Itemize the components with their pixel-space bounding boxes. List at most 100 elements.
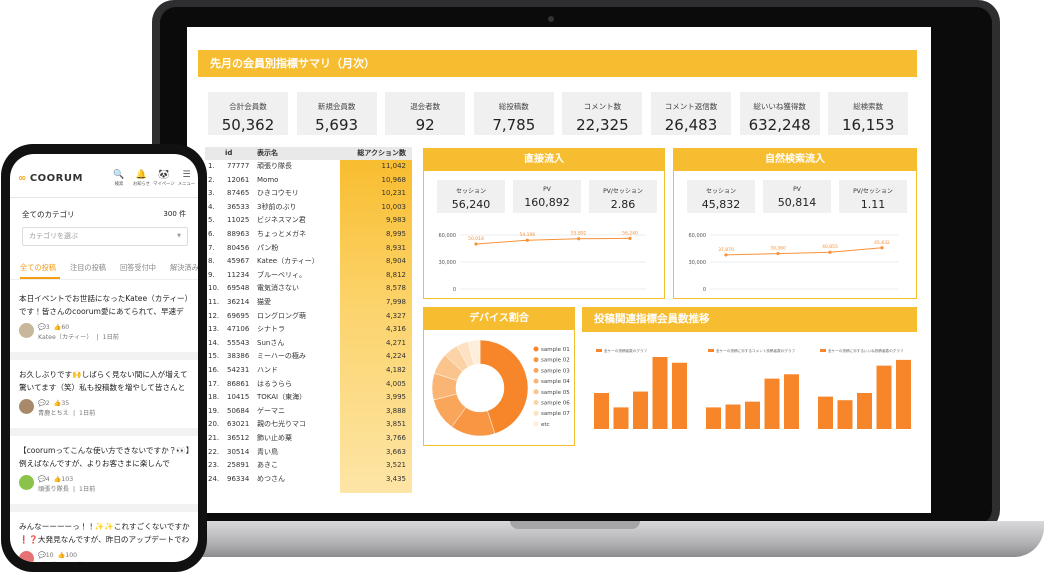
member-id: 54231 xyxy=(227,366,250,374)
action-count: 3,888 xyxy=(385,406,406,415)
rank: 23. xyxy=(208,461,220,470)
table-row: 10. 69548 電気消さない 8,578 xyxy=(205,282,412,295)
like-count: 100 xyxy=(65,552,78,559)
action-count: 8,812 xyxy=(385,270,406,279)
kpi-card: コメント返信数 26,483 xyxy=(651,92,731,135)
bar-chart: 全ケーの投稿に対するいいね投稿者数のグラフ xyxy=(818,348,911,429)
action-count: 3,663 xyxy=(385,447,406,456)
y-tick-label: 60,000 xyxy=(689,233,707,239)
member-name: 3秒前のぶり xyxy=(257,202,297,211)
bar xyxy=(706,407,721,429)
kpi-value: 22,325 xyxy=(576,116,629,134)
table-row: 13. 47106 シナトラ 4,316 xyxy=(205,323,412,336)
value-label: 55,892 xyxy=(571,231,587,237)
member-name: パン粉 xyxy=(257,243,279,252)
post-author: パン粉|1日前 xyxy=(38,560,83,562)
metric-label: PV xyxy=(543,186,551,193)
category-select[interactable]: カテゴリを選ぶ ▼ xyxy=(22,227,188,246)
member-name: 青い鳥 xyxy=(257,447,278,456)
nav-item[interactable]: 🐼 マイページ xyxy=(153,170,175,192)
tab[interactable]: 注目の投稿 xyxy=(70,263,106,272)
nav-label: お知らせ xyxy=(132,182,151,187)
member-id: 69695 xyxy=(227,311,250,320)
post-card[interactable]: 本日イベントでお世話になったKatee（カティー）です！皆さんのcoorum愛に… xyxy=(10,290,198,350)
kpi-label: 退会者数 xyxy=(410,102,441,111)
comment-count: 3 xyxy=(45,324,50,331)
action-count: 3,851 xyxy=(385,420,406,429)
member-name: 猫愛 xyxy=(257,298,271,306)
data-point xyxy=(577,237,581,241)
table-row: 24. 96334 めつさん 3,435 xyxy=(205,473,412,486)
metric-value: 2.86 xyxy=(610,198,636,211)
member-name: ロングロング萌 xyxy=(257,311,306,320)
donut-segment xyxy=(479,339,529,434)
rank: 16. xyxy=(208,366,220,374)
bar xyxy=(876,365,892,429)
post-card[interactable]: みんなーーーーっ！！✨✨これすごくないですか❗❓大発見なんですが、昨日のアップデ… xyxy=(10,518,198,562)
tab[interactable]: 全ての投稿 xyxy=(20,263,56,272)
nav-label: メニュー xyxy=(177,182,196,187)
member-id: 36533 xyxy=(227,202,250,211)
kpi-card: 合計会員数 50,362 xyxy=(208,92,288,135)
member-name: めつさん xyxy=(257,474,285,483)
comment-count: 10 xyxy=(45,552,54,559)
nav-item[interactable]: 🔔 お知らせ xyxy=(131,170,153,192)
member-name: 頑張り隊長 xyxy=(257,162,292,170)
legend-label: 全ケーの投稿に対するコメント投稿者数のグラフ xyxy=(716,348,795,353)
action-count: 8,931 xyxy=(385,243,406,252)
action-count: 8,578 xyxy=(385,284,406,293)
legend-swatch xyxy=(533,367,539,373)
member-name: 電気消さない xyxy=(257,284,299,293)
legend-label: sample 07 xyxy=(541,411,570,417)
nav-item[interactable]: ☰ メニュー xyxy=(176,170,198,192)
table-row: 1. 77777 頑張り隊長 11,042 xyxy=(205,160,412,173)
post-text: お久しぶりです🙌しばらく見ない間に人が増えて驚いてます（笑）私も投稿数を増やして… xyxy=(19,370,188,392)
donut-segment xyxy=(467,339,481,366)
post-meta: 💬10 👍100 xyxy=(38,551,77,559)
post-author: Katee（カティー） | 1日前 xyxy=(38,332,119,341)
post-text: みんなーーーーっ！！✨✨これすごくないですか❗❓大発見なんですが、昨日のアップデ… xyxy=(19,522,190,544)
rank: 13. xyxy=(208,325,220,334)
legend-label: sample 05 xyxy=(541,390,570,396)
post-card[interactable]: 【coorumってこんな使い方できないですか？👀】例えばなんですが、よりお客さま… xyxy=(10,442,198,502)
value-label: 40,855 xyxy=(822,244,838,250)
post-author: 頑張り隊長 | 1日前 xyxy=(38,484,95,493)
member-id: 96334 xyxy=(227,474,250,483)
device-panel: デバイス割合 sample 01 sample 02 sample 03 sample … xyxy=(423,307,575,446)
separator: | xyxy=(96,334,99,341)
legend-label: sample 03 xyxy=(541,368,570,374)
member-id: 87465 xyxy=(227,189,250,198)
post-card[interactable]: お久しぶりです🙌しばらく見ない間に人が増えて驚いてます（笑）私も投稿数を増やして… xyxy=(10,366,198,426)
action-count: 10,968 xyxy=(381,175,407,184)
table-row: 11. 36214 猫愛 7,998 xyxy=(205,296,412,309)
nav-icon: 🔔 xyxy=(135,170,148,180)
kpi-value: 50,362 xyxy=(221,116,275,134)
metric-label: PV/セッション xyxy=(603,188,643,195)
member-id: 25891 xyxy=(227,461,250,470)
data-point xyxy=(724,253,728,257)
action-count: 10,231 xyxy=(381,189,407,198)
tab[interactable]: 解決済み xyxy=(170,263,198,272)
rank: 11. xyxy=(208,298,220,306)
like-icon: 👍 xyxy=(53,400,62,407)
avatar xyxy=(19,323,34,338)
bar xyxy=(837,400,853,429)
table-row: 3. 87465 ひきコウモリ 10,231 xyxy=(205,187,412,200)
data-point xyxy=(880,246,884,250)
post-separator xyxy=(10,504,198,512)
divider xyxy=(10,197,198,198)
member-id: 36512 xyxy=(227,434,250,442)
nav-icon: ☰ xyxy=(182,170,191,180)
nav-icon: 🐼 xyxy=(158,170,170,180)
member-id: 47106 xyxy=(227,325,250,334)
value-label: 54,196 xyxy=(519,232,535,238)
rank: 5. xyxy=(208,216,215,225)
post-separator xyxy=(10,352,198,360)
tab[interactable]: 回答受付中 xyxy=(120,263,156,272)
rank: 12. xyxy=(208,311,220,320)
select-caret: ▼ xyxy=(177,233,181,239)
value-label: 45,832 xyxy=(874,240,890,246)
nav-item[interactable]: 🔍 検索 xyxy=(108,170,130,192)
like-icon: 👍 xyxy=(57,552,66,559)
table-row: 5. 11025 ビジネスマン君 9,983 xyxy=(205,214,412,227)
